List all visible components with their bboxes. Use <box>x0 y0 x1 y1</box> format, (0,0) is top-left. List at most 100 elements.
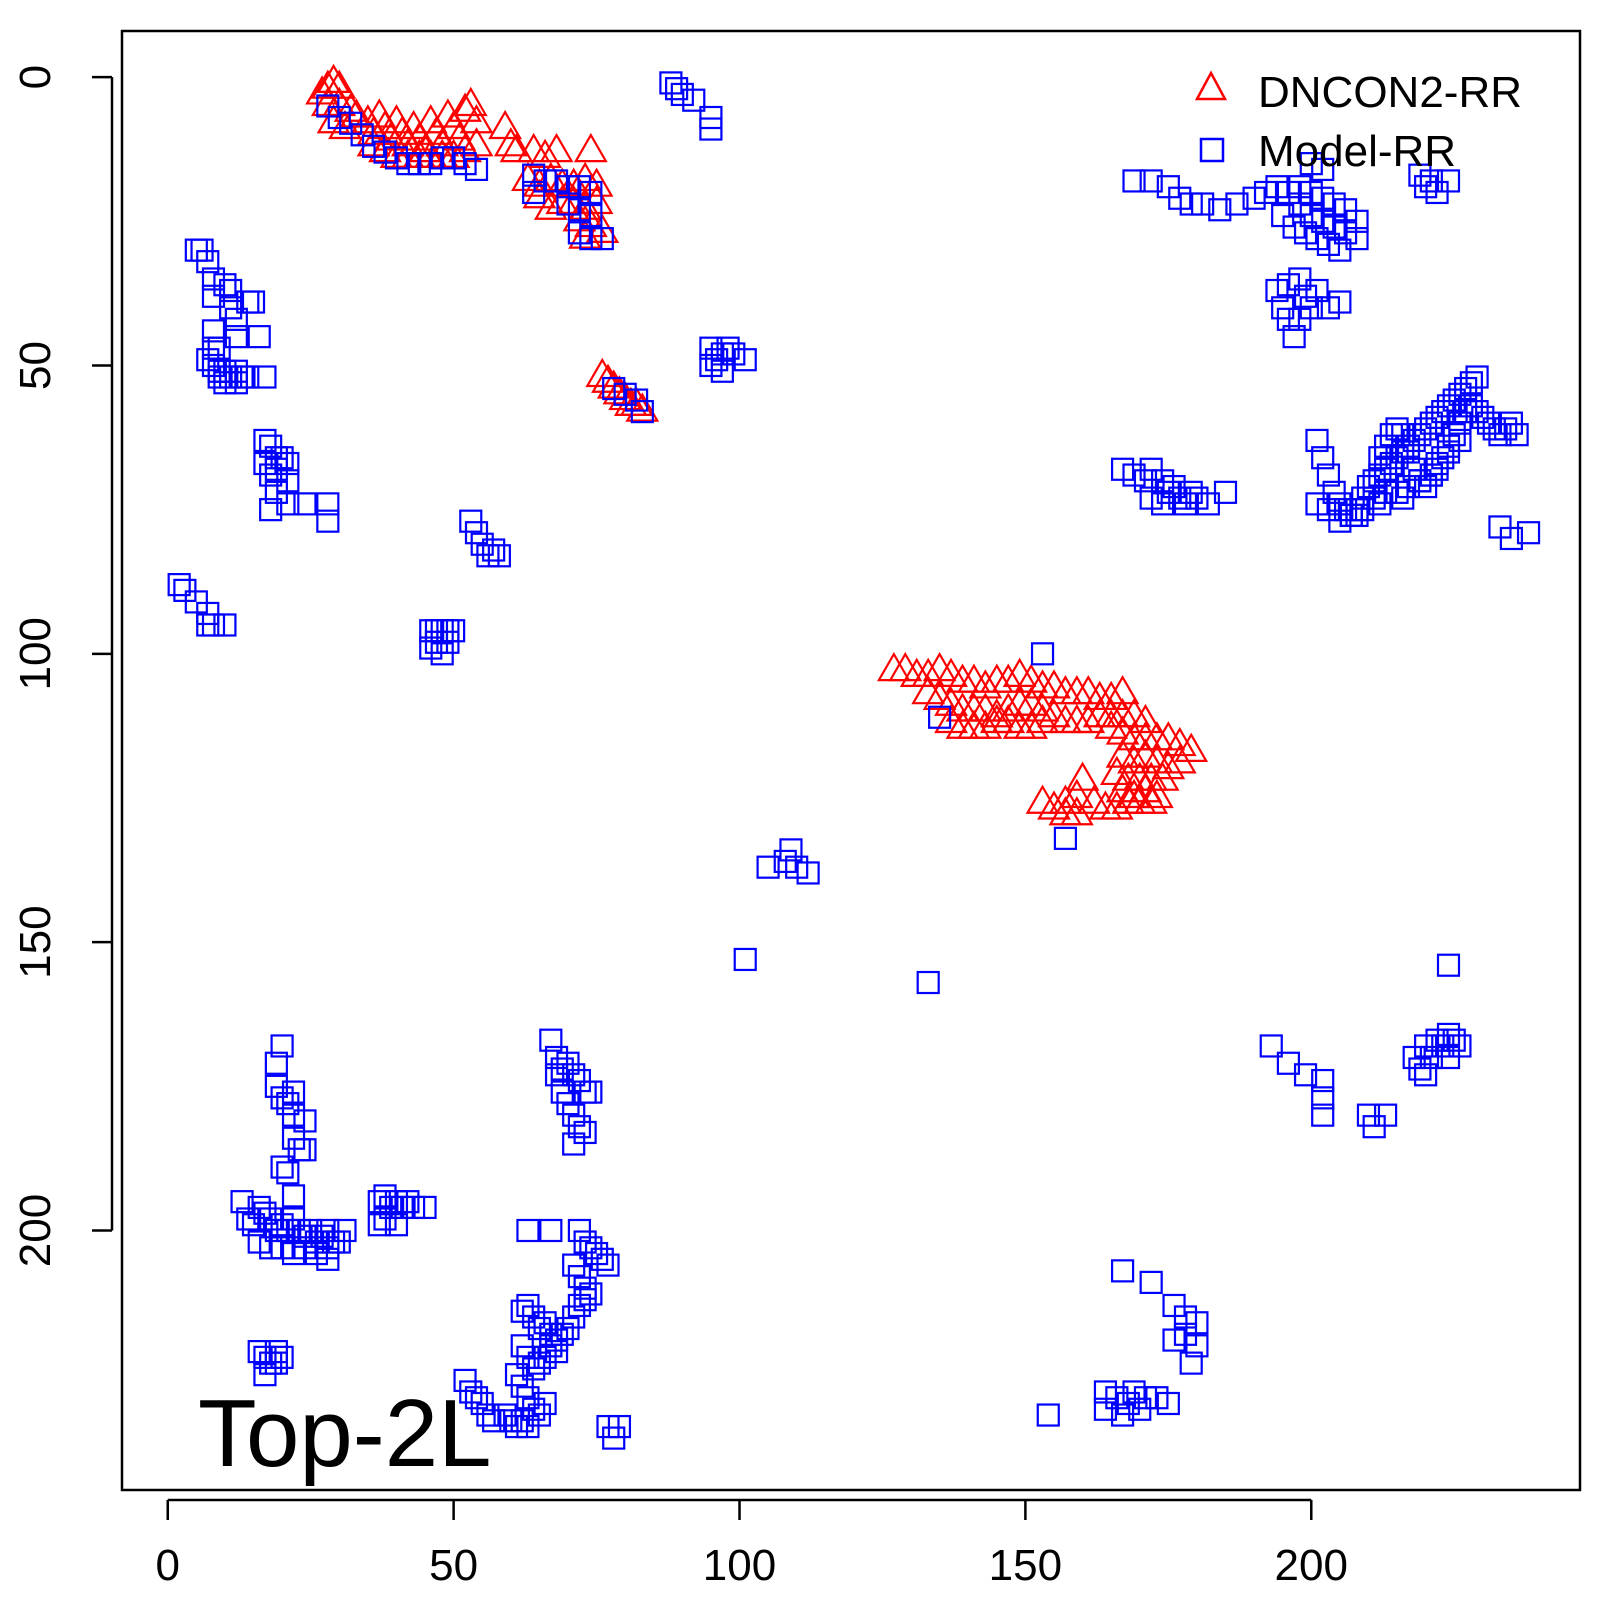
model-rr-point <box>1385 417 1409 441</box>
model-rr-point <box>1053 826 1078 850</box>
model-rr-point <box>539 1028 563 1052</box>
dncon2-rr-point <box>573 132 608 163</box>
model-rr-point <box>1391 423 1415 447</box>
dncon2-rr-point <box>1037 669 1071 699</box>
model-rr-point <box>270 446 294 470</box>
model-rr-point <box>293 492 317 516</box>
model-rr-point <box>522 180 546 205</box>
model-rr-point <box>550 1080 574 1104</box>
x-axis: 0 50 100 150 200 <box>155 1498 1348 1590</box>
y-tick-label: 200 <box>11 1194 60 1267</box>
legend-label-dncon2-rr: DNCON2-RR <box>1258 68 1522 117</box>
model-rr-point <box>207 365 231 389</box>
model-rr-point <box>241 290 266 314</box>
model-rr-point <box>1311 1103 1335 1127</box>
legend-square-icon <box>1199 137 1225 163</box>
model-rr-point <box>710 359 734 383</box>
dncon2-rr-point <box>1025 703 1060 734</box>
model-rr-point <box>1225 192 1249 216</box>
dncon2-rr-point <box>1059 796 1094 826</box>
model-rr-point <box>281 1080 306 1104</box>
model-rr-point <box>1465 365 1489 389</box>
model-rr-point <box>293 1138 317 1162</box>
model-rr-point <box>1448 428 1472 453</box>
model-rr-point <box>630 400 654 424</box>
model-rr-point <box>579 1080 603 1104</box>
model-rr-point <box>1442 1028 1466 1052</box>
model-rr-point <box>1311 446 1335 470</box>
model-rr-point <box>487 544 511 568</box>
model-rr-point <box>516 1414 540 1439</box>
model-rr-point <box>590 227 614 251</box>
x-tick-label: 0 <box>155 1541 179 1590</box>
model-rr-point <box>1436 169 1461 193</box>
dncon2-rr-point <box>968 669 1003 699</box>
annotation-label: Top-2L <box>198 1380 492 1487</box>
model-rr-point <box>224 325 248 349</box>
x-tick-label: 200 <box>1275 1541 1348 1590</box>
model-rr-point <box>1128 1397 1152 1421</box>
model-rr-point <box>413 1195 437 1220</box>
dncon2-rr-point <box>1139 778 1174 809</box>
model-rr-point <box>510 1409 534 1433</box>
model-rr-point <box>539 1218 563 1243</box>
model-rr-point <box>264 1051 288 1075</box>
model-rr-point <box>1282 325 1306 349</box>
model-rr-point <box>733 348 757 372</box>
model-rr-point <box>1316 463 1341 487</box>
model-rr-point <box>1139 169 1163 193</box>
model-rr-point <box>1459 371 1483 395</box>
model-rr-point <box>1414 1063 1438 1087</box>
dncon2-rr-point <box>459 104 494 134</box>
dncon2-rr-point <box>1071 703 1106 734</box>
model-rr-point <box>733 947 757 972</box>
model-rr-point <box>916 970 940 995</box>
model-rr-point <box>367 1213 391 1237</box>
model-rr-point <box>384 1213 409 1237</box>
model-rr-point <box>596 1253 620 1277</box>
dncon2-rr-point <box>1099 790 1134 820</box>
model-rr-point <box>567 1293 592 1318</box>
model-rr-point <box>1311 1068 1335 1093</box>
model-rr-point <box>281 1184 306 1208</box>
dncon2-rr-point <box>1048 784 1083 814</box>
model-rr-point <box>1328 290 1352 314</box>
model-rr-point <box>259 498 283 522</box>
model-rr-point <box>333 1218 357 1243</box>
model-rr-point <box>1036 1403 1060 1427</box>
model-rr-point <box>544 1339 569 1364</box>
model-rr-point <box>241 1213 266 1237</box>
model-rr-point <box>464 1386 489 1410</box>
model-rr-point <box>1299 296 1323 320</box>
dncon2-rr-point <box>888 651 923 682</box>
dncon2-rr-point <box>968 709 1003 739</box>
model-rr-point <box>1185 1334 1209 1358</box>
dncon2-rr-point <box>1059 674 1094 705</box>
model-rr-point <box>539 1334 563 1358</box>
model-rr-point <box>1110 1403 1135 1427</box>
y-tick-label: 150 <box>11 905 60 978</box>
x-tick-label: 150 <box>989 1541 1062 1590</box>
model-rr-point <box>270 1155 294 1179</box>
model-rr-point <box>1311 1086 1335 1110</box>
dncon2-rr-point <box>1059 778 1094 809</box>
model-rr-point <box>1311 157 1335 182</box>
dncon2-rr-point <box>1174 732 1209 762</box>
model-rr-point <box>573 1288 597 1312</box>
model-rr-point <box>316 509 340 533</box>
model-rr-point <box>1288 267 1312 291</box>
dncon2-rr-point <box>1094 680 1129 711</box>
legend-label-model-rr: Model-RR <box>1258 127 1456 176</box>
dncon2-rr-point <box>1117 778 1151 809</box>
model-rr-point <box>213 613 237 637</box>
model-rr-point <box>1110 1259 1135 1283</box>
model-rr-point <box>1436 1045 1461 1070</box>
model-rr-point <box>276 1161 300 1185</box>
dncon2-rr-point <box>493 127 528 157</box>
model-rr-point <box>1368 492 1392 516</box>
model-rr-point <box>316 492 340 516</box>
model-rr-point <box>264 1351 288 1375</box>
dncon2-rr-point <box>539 132 574 163</box>
model-rr-point <box>1030 642 1055 666</box>
